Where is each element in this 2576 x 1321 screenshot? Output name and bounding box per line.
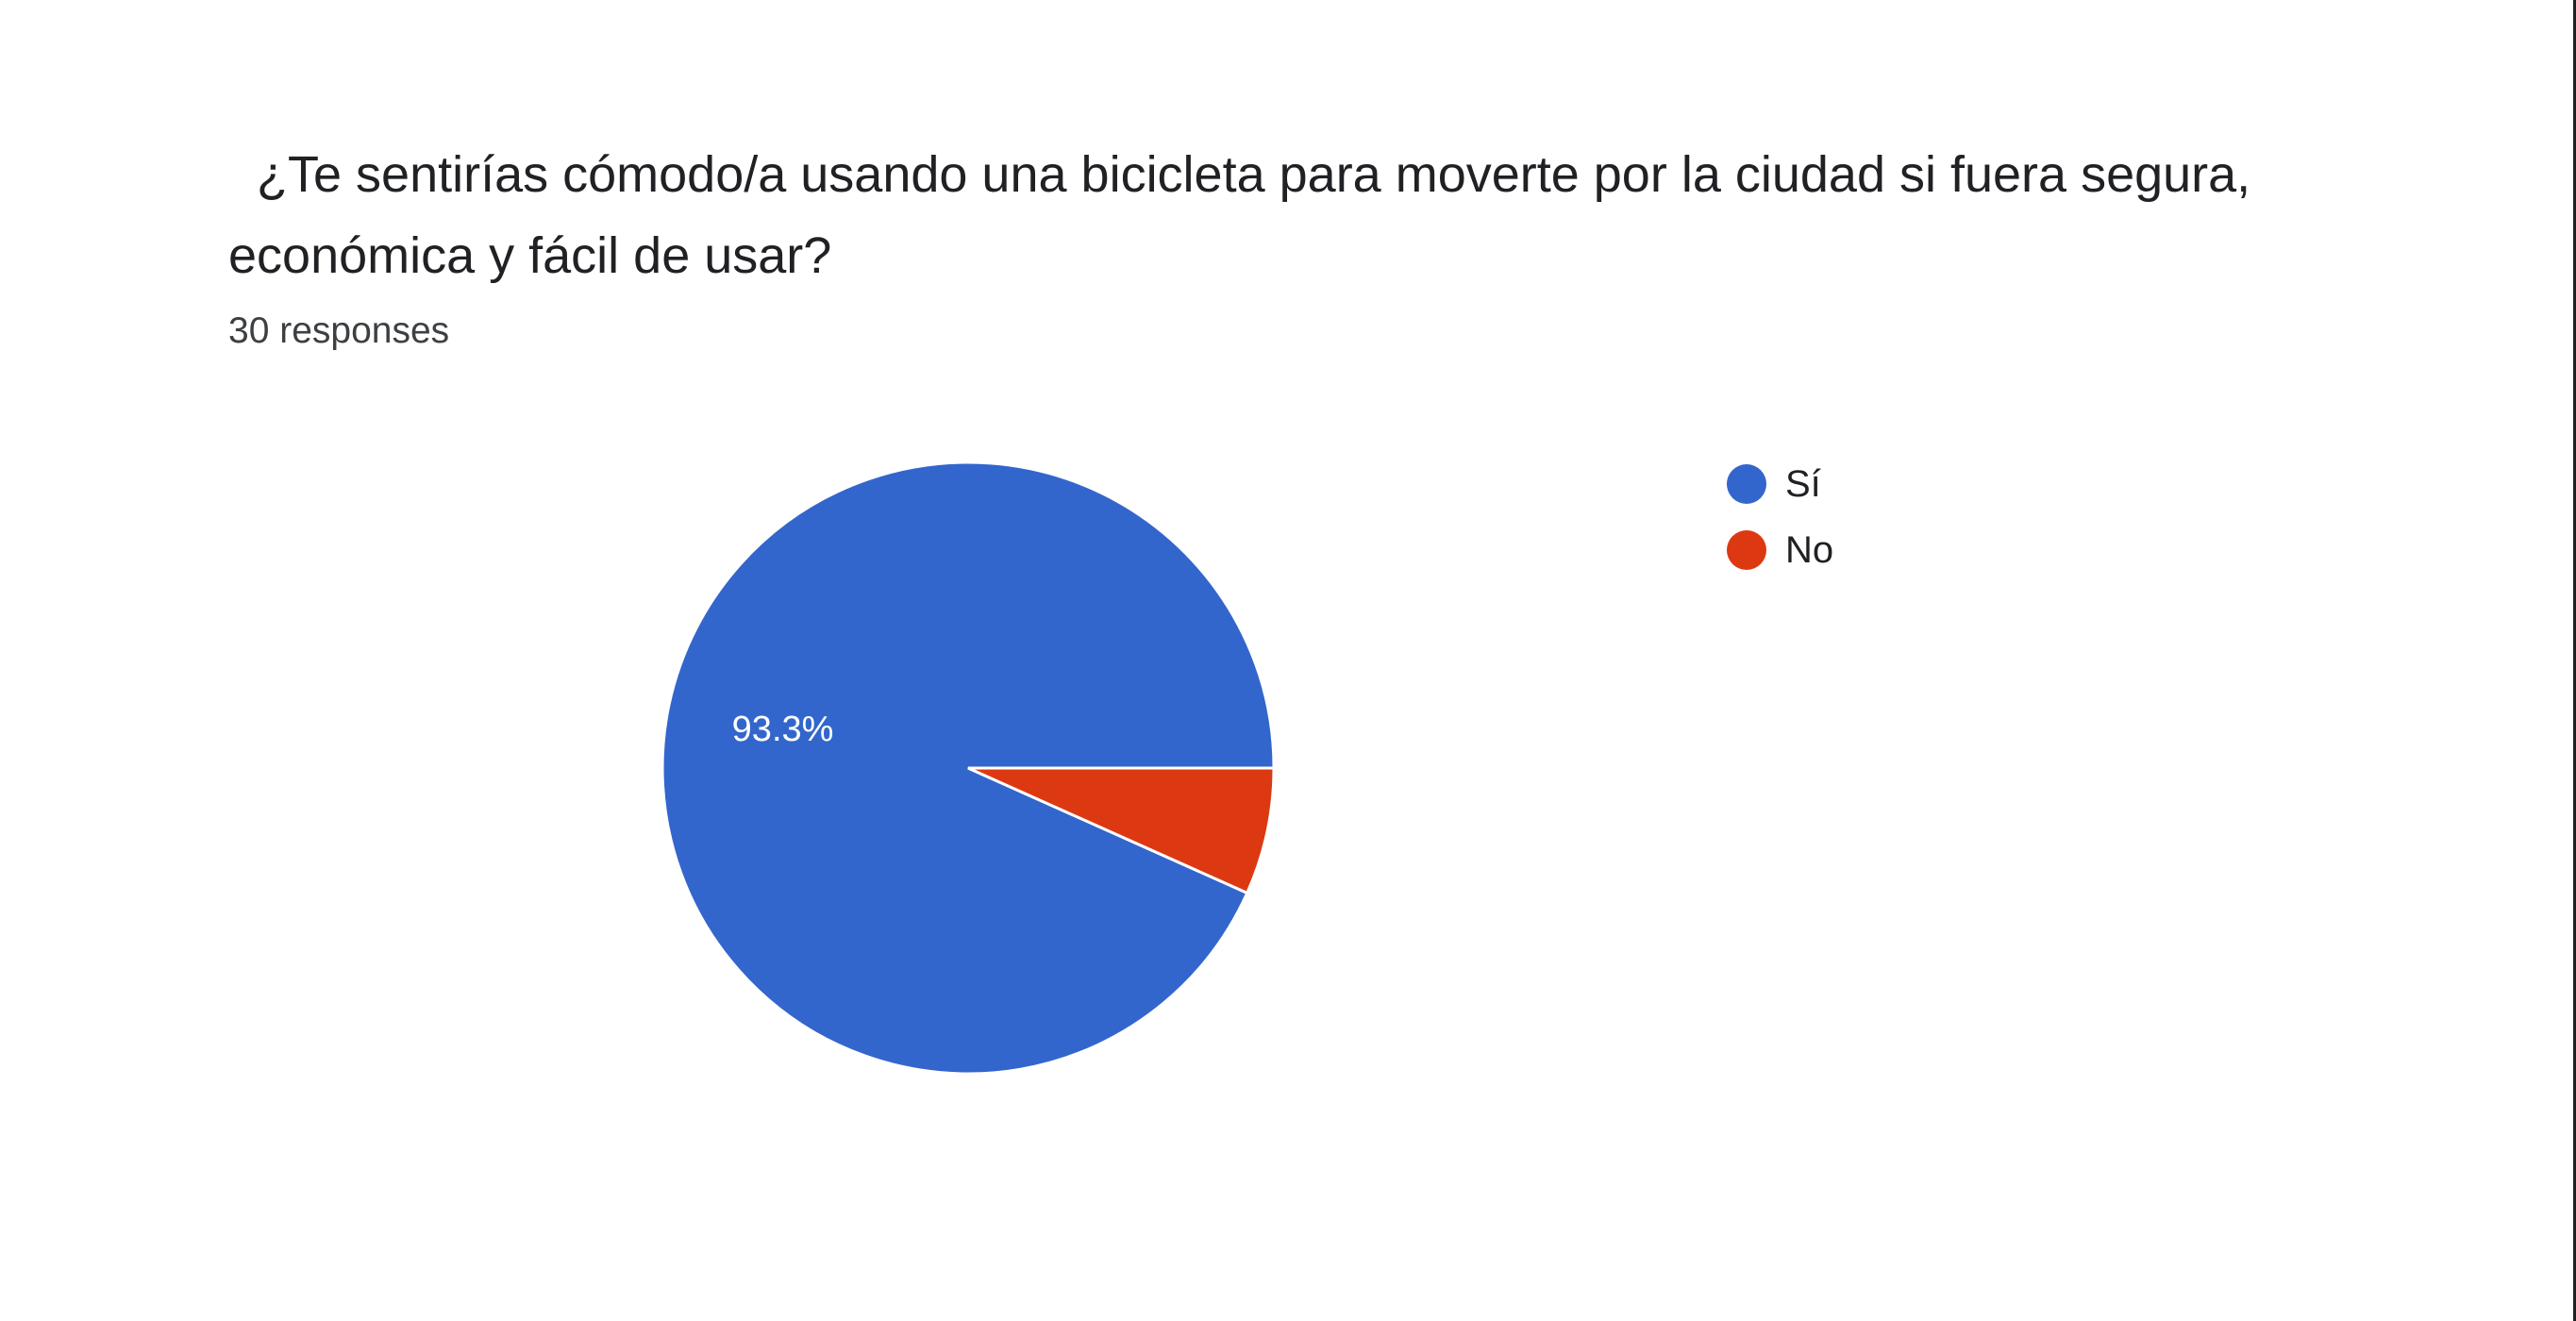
pie-data-label-1: 93.3% xyxy=(732,710,834,749)
response-count: 30 responses xyxy=(228,310,450,351)
legend-swatch-icon xyxy=(1727,464,1766,504)
pie-slice-2[interactable] xyxy=(967,766,1276,895)
chart-legend: Sí No xyxy=(1727,451,1833,583)
legend-label: Sí xyxy=(1785,463,1821,505)
window-edge xyxy=(2573,0,2576,1321)
legend-label: No xyxy=(1785,529,1834,571)
question-title: ¿Te sentirías cómodo/a usando una bicicl… xyxy=(228,146,2266,284)
legend-item-1[interactable]: Sí xyxy=(1727,451,1833,517)
legend-swatch-icon xyxy=(1727,530,1766,570)
legend-item-2[interactable]: No xyxy=(1727,517,1833,583)
